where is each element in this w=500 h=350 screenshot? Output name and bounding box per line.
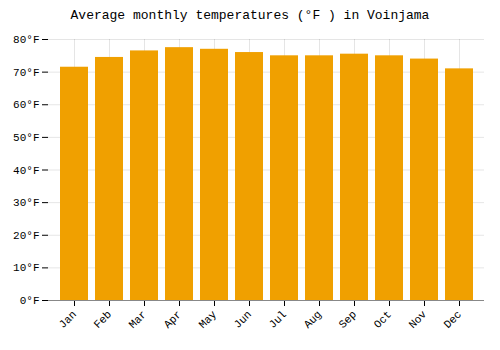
svg-text:80°F: 80°F: [13, 34, 39, 46]
svg-text:Jul: Jul: [267, 308, 289, 330]
svg-text:Nov: Nov: [407, 308, 430, 331]
svg-text:Mar: Mar: [127, 308, 149, 330]
svg-text:60°F: 60°F: [13, 99, 39, 111]
svg-text:Jun: Jun: [232, 308, 254, 330]
svg-text:20°F: 20°F: [13, 230, 39, 242]
svg-text:Dec: Dec: [442, 308, 464, 330]
svg-text:30°F: 30°F: [13, 197, 39, 209]
svg-text:0°F: 0°F: [20, 295, 40, 307]
svg-text:Jan: Jan: [57, 308, 79, 330]
html-text:Average monthly temperatures (: Average monthly temperatures (°F ) in Vo…: [70, 8, 430, 23]
svg-text:Apr: Apr: [162, 308, 184, 330]
svg-text:70°F: 70°F: [13, 67, 39, 79]
svg-text:Aug: Aug: [302, 308, 324, 330]
svg-text:10°F: 10°F: [13, 262, 39, 274]
svg-text:40°F: 40°F: [13, 165, 39, 177]
svg-text:May: May: [197, 308, 220, 331]
svg-text:Sep: Sep: [337, 308, 359, 330]
svg-text:Oct: Oct: [372, 308, 394, 330]
svg-text:50°F: 50°F: [13, 132, 39, 144]
svg-text:Feb: Feb: [92, 308, 114, 330]
